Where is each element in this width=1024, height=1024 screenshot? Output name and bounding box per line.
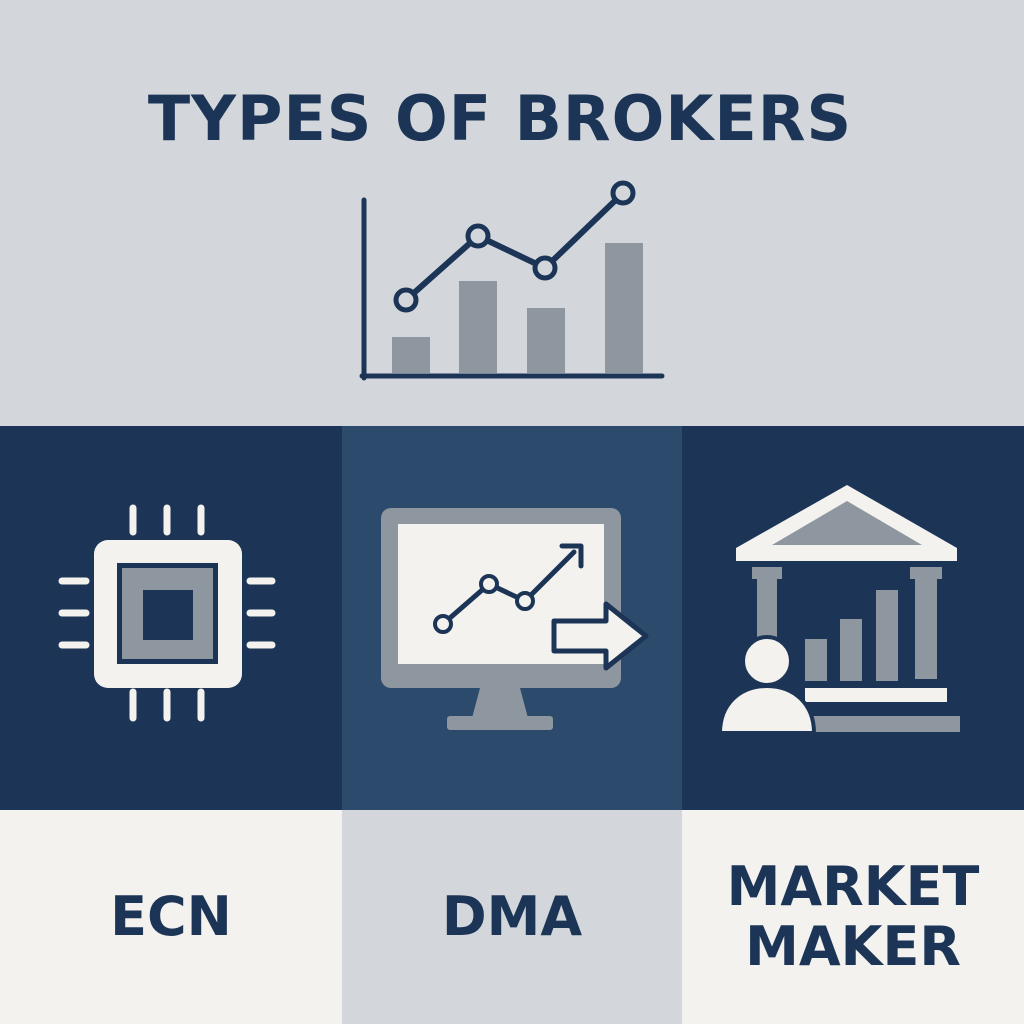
tile-dma [342, 426, 682, 810]
monitor-chart-arrow-icon [381, 508, 649, 730]
screen-trend-line [440, 549, 577, 627]
column-right [915, 579, 937, 679]
bank-pediment [772, 501, 922, 545]
chip-pins [58, 504, 276, 722]
monitor-neck [472, 688, 528, 718]
person-body [717, 683, 817, 735]
tile-ecn [0, 426, 342, 810]
chart-bar-1 [392, 337, 430, 373]
bank-bar-1 [805, 639, 827, 681]
chart-point-3 [532, 255, 558, 281]
tile-market-maker [682, 426, 1024, 810]
chart-bar-2 [459, 281, 497, 373]
column-left-cap [752, 567, 782, 579]
monitor-stand [447, 716, 553, 730]
person-head [741, 635, 793, 687]
label-cell-dma: DMA [342, 810, 682, 1024]
chart-point-4 [610, 180, 636, 206]
header-panel: TYPES OF BROKERS [0, 0, 1024, 426]
broker-label-dma: DMA [441, 884, 583, 948]
bank-bar-2 [840, 619, 862, 681]
cpu-chip-icon [58, 504, 276, 722]
bank-person-bars-icon [717, 485, 960, 735]
page-title: TYPES OF BROKERS [147, 82, 853, 155]
direct-access-arrow [551, 601, 649, 671]
label-cell-market-maker: MARKET MAKER [682, 810, 1024, 1024]
bank-bar-3 [876, 590, 898, 681]
broker-label-ecn: ECN [110, 884, 232, 948]
broker-label-line-2: MAKER [745, 915, 961, 978]
chip-core [143, 590, 193, 640]
chart-bar-3 [527, 308, 565, 373]
bank-step-lower [805, 716, 960, 732]
chart-point-2 [465, 223, 491, 249]
bar-line-chart-icon [359, 180, 665, 381]
screen-arrow-head [559, 543, 584, 569]
chart-point-1 [393, 287, 419, 313]
chart-trend-line [403, 190, 626, 303]
broker-label-line-1: MARKET [726, 854, 980, 918]
broker-label-market-maker: MARKET MAKER [726, 854, 980, 978]
chart-bar-4 [605, 243, 643, 373]
column-right-cap [910, 567, 942, 579]
bank-step-upper [805, 688, 947, 702]
label-cell-ecn: ECN [0, 810, 342, 1024]
